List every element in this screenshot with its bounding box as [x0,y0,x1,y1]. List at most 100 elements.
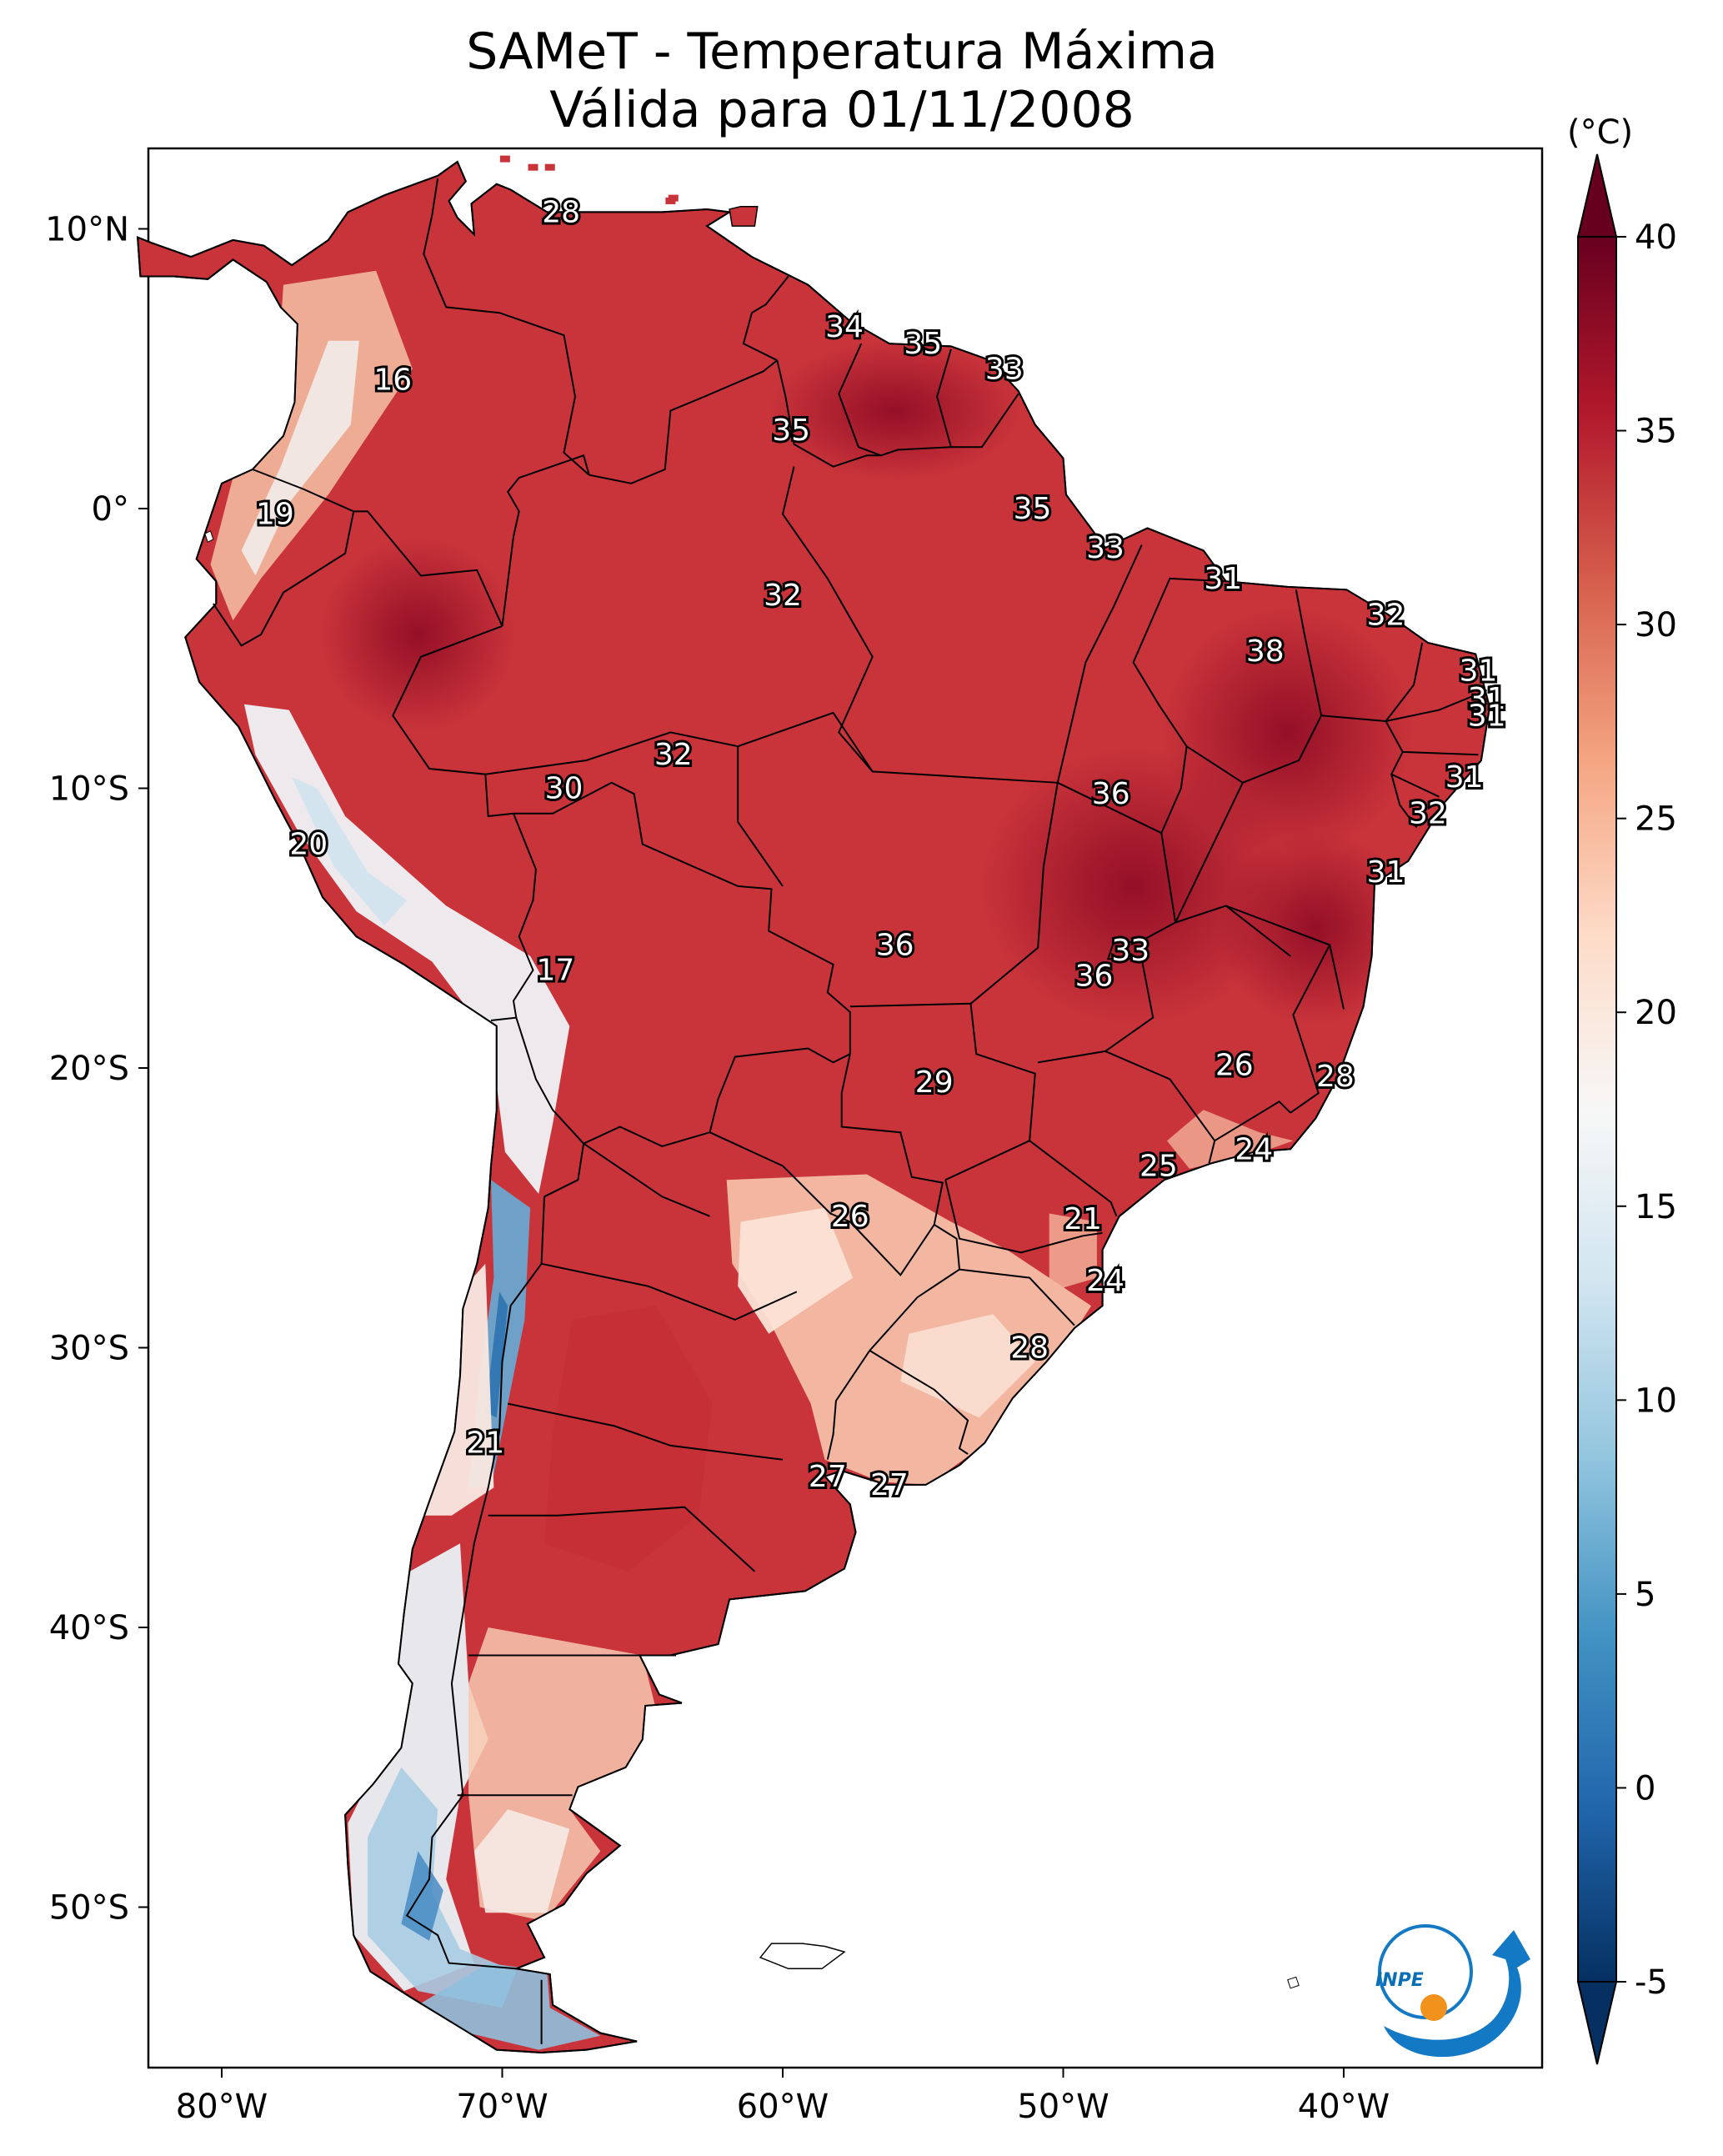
station-temperature-label: 28 [1316,1060,1355,1094]
colorbar-bottom-arrow [1576,1981,1618,2065]
temperature-field [136,155,1491,2054]
border-line [849,1002,971,1008]
station-temperature-label: 35 [1014,492,1052,526]
colorbar-top-arrow [1576,153,1618,238]
station-temperature-label: 31 [1445,760,1484,795]
colorbar-tick-label: -5 [1635,1963,1668,2002]
x-tick-label: 80°W [176,2088,268,2126]
southeast-coast-mild [1167,1110,1294,1169]
border-line [1113,544,1143,607]
station-temperature-label: 24 [1235,1132,1273,1166]
station-temperature-label: 32 [764,579,802,613]
border-line [423,178,590,476]
border-line [776,359,881,468]
caribbean-island [499,155,510,163]
inpe-logo-dot [1420,1994,1447,2021]
northeast-brazil-hot-core [1161,606,1415,859]
station-temperature-label: 24 [1086,1264,1124,1298]
station-temperature-label: 31 [1460,654,1498,689]
map-title-line1: SAMeT - Temperatura Máxima [466,23,1218,81]
station-temperature-label: 31 [1468,682,1506,716]
inpe-logo-swoosh [1384,1930,1530,2058]
station-temperature-label: 31 [1468,699,1506,733]
colorbar-tick-label: 5 [1635,1576,1655,1614]
station-temperature-label: 16 [373,364,412,398]
border-line [1225,905,1291,957]
y-tick-label: 30°S [49,1330,129,1368]
station-temperature-label: 26 [831,1200,869,1234]
colorbar-tick-label: 20 [1635,994,1677,1032]
inpe-logo-text: INPE [1375,1970,1424,1991]
station-temperature-label: 32 [1409,797,1447,831]
border-line [1390,774,1418,829]
border-line [1208,1140,1216,1164]
y-tick-label: 40°S [49,1609,129,1647]
border-line [1321,642,1424,723]
station-temperature-label: 33 [985,352,1024,386]
station-temperature-label: 27 [809,1460,847,1494]
station-temperature-label: 27 [870,1468,909,1502]
station-temperature-label: 29 [915,1065,954,1100]
y-tick-label: 50°S [49,1889,129,1928]
border-line [213,511,355,647]
y-tick-label: 20°S [49,1050,129,1088]
border-line [541,1262,798,1321]
argentina-interior-hot [544,1306,713,1572]
islands [204,155,1300,1989]
south-atlantic-islet [1287,1976,1300,1989]
x-tick-label: 50°W [1017,2088,1109,2126]
station-temperature-label: 33 [1086,531,1124,565]
inpe-logo: INPE [1375,1924,1530,2058]
colorbar-unit: (°C) [1567,113,1633,152]
south-patagonia-cool [473,1809,570,1913]
border-line [709,1047,851,1133]
caribbean-island [544,163,555,171]
border-line [944,782,1059,1181]
y-tick-label: 10°N [45,211,129,249]
border-line [869,1350,969,1455]
border-line [737,746,784,887]
map-title-line2: Válida para 01/11/2008 [549,81,1134,139]
border-line [589,359,778,484]
colorbar-tick-label: 0 [1635,1769,1655,1808]
bahia-hot-core [1217,830,1415,1026]
tierra-del-fuego-cold [418,1963,601,2050]
border-line [950,393,1019,449]
station-temperature-label: 21 [466,1426,504,1461]
colorbar-tick-label: 10 [1635,1381,1677,1420]
colorbar: (°C) 40 35 30 25 20 15 10 5 0 -5 [1567,113,1677,2065]
station-temperature-label: 21 [1064,1202,1102,1236]
border-line [781,466,874,773]
border-line [488,1506,756,1572]
border-line [501,454,590,627]
border-line [959,1268,1075,1326]
station-temperature-label: 36 [1075,959,1114,993]
border-line [826,1350,871,1460]
caribbean-island [668,194,679,202]
station-temperature-label: 34 [825,310,864,344]
colorbar-tick-label: 30 [1635,606,1677,644]
y-tick-label: 10°S [49,770,129,809]
santa-catarina-mild [1049,1213,1097,1292]
station-temperature-label: 36 [876,928,914,962]
border-line [1038,833,1177,1064]
border-line [838,343,882,457]
border-line [252,469,503,627]
border-line [392,624,514,818]
x-axis-ticks: 80°W 70°W 60°W 50°W 40°W [176,2068,1390,2126]
trinidad-island [729,205,759,227]
station-temperature-label: 35 [772,414,810,448]
x-tick-label: 40°W [1298,2088,1390,2126]
station-temperature-label: 28 [542,195,580,229]
small-island [204,530,214,544]
border-line [507,1402,784,1461]
station-temperature-label: 32 [654,738,693,772]
x-tick-label: 60°W [737,2088,829,2126]
border-line [840,1053,944,1226]
colorbar-ticks: 40 35 30 25 20 15 10 5 0 -5 [1616,218,1677,2002]
station-temperature-label: 38 [1246,634,1285,669]
rio-grande-sul-mild [900,1314,1035,1418]
border-line [583,1142,710,1217]
